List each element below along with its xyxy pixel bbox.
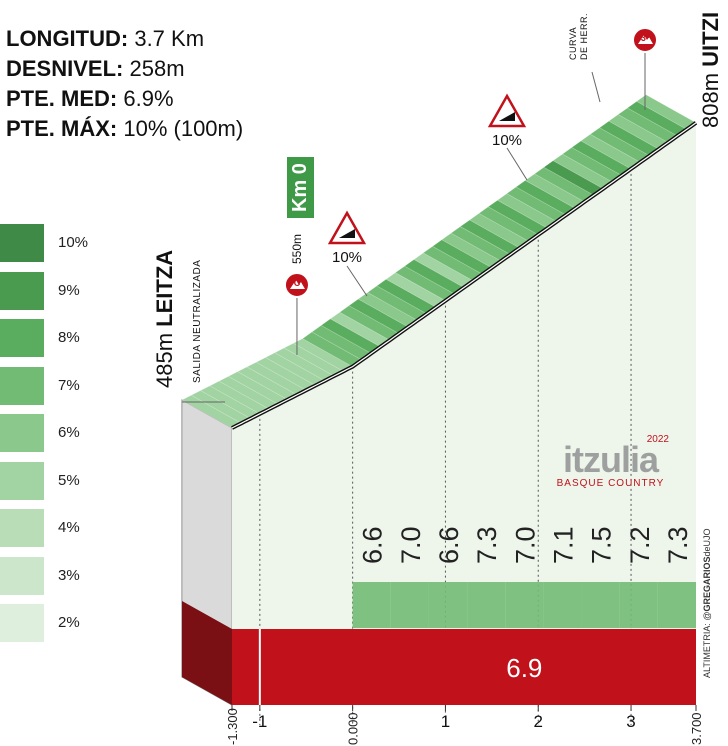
legend-swatch xyxy=(0,366,44,405)
brand-name: itzulia xyxy=(562,439,659,480)
section-band xyxy=(352,582,391,628)
side-walls xyxy=(181,399,233,706)
legend-item: 7% xyxy=(0,365,110,413)
legend-item: 10% xyxy=(0,222,110,270)
x-axis: -1.300 -1 0.000 1 2 3 3.700 xyxy=(225,705,704,745)
section-gradient-label: 7.3 xyxy=(472,526,502,564)
x-tick-label: -1 xyxy=(252,712,267,731)
section-gradient-label: 7.5 xyxy=(587,526,617,564)
ramp-max-2-label: 10% xyxy=(492,132,522,149)
legend-swatch xyxy=(0,414,44,452)
legend-swatch xyxy=(0,509,44,547)
section-band xyxy=(390,582,429,628)
brand-subtitle: BASQUE COUNTRY xyxy=(556,478,665,489)
x-tick-label: -1.300 xyxy=(225,708,240,745)
section-band xyxy=(657,582,696,628)
stat-max-gradient: PTE. MÁX: 10% (100m) xyxy=(6,116,244,141)
brand-logo: 2022 itzulia BASQUE COUNTRY xyxy=(548,428,673,489)
x-tick-label: 0.000 xyxy=(346,712,361,745)
km-gridlines xyxy=(259,168,632,725)
average-gradient-label: 6.9 xyxy=(506,653,542,683)
end-label: 808m UITZI xyxy=(698,12,724,128)
stat-length: LONGITUD: 3.7 Km xyxy=(6,26,205,51)
average-bar: 6.9 xyxy=(232,629,696,705)
stat-elevation: DESNIVEL: 258m xyxy=(6,56,185,81)
section-gradient-label: 6.6 xyxy=(434,526,464,564)
curve-pointer xyxy=(591,71,601,103)
ramp-max-2-ramp-icon xyxy=(499,112,515,121)
gradient-legend: 10% 9% 8% 7% 6% 5% 4% 3% 2% xyxy=(0,222,110,650)
start-town: LEITZA xyxy=(152,249,177,327)
x-tick-label: 3.700 xyxy=(689,712,704,745)
legend-item: 4% xyxy=(0,507,110,555)
start-category-pin-mountain-icon xyxy=(289,280,305,289)
legend-item: 6% xyxy=(0,412,110,460)
legend-swatch xyxy=(0,604,44,642)
ramp-max-1-ramp-icon xyxy=(339,229,355,238)
start-category-pin-cat-label: C xyxy=(294,278,301,288)
start-note: SALIDA NEUTRALIZADA xyxy=(192,259,203,383)
summit-category-pin-mountain-icon xyxy=(638,35,653,44)
section-bands xyxy=(352,582,696,628)
ramp-max-1-triangle xyxy=(327,210,367,245)
profile-fill xyxy=(232,122,696,706)
ramp-max-2-triangle xyxy=(487,93,527,128)
legend-item: 5% xyxy=(0,460,110,508)
legend-swatch xyxy=(0,461,44,500)
section-gradient-label: 7.0 xyxy=(396,526,426,564)
legend-swatch xyxy=(0,319,44,357)
road-center xyxy=(231,122,697,429)
x-tick-label: 2 xyxy=(534,712,543,731)
section-band xyxy=(428,582,468,628)
credit: ALTIMETRIA: @GREGARIOSdeUJO xyxy=(702,528,712,678)
section-gradient-label: 7.0 xyxy=(510,526,540,564)
ramp-max-2-pointer xyxy=(506,147,528,181)
end-altitude: 808m xyxy=(698,72,723,128)
section-band xyxy=(619,582,658,628)
start-altitude: 485m xyxy=(152,332,177,388)
legend-item: 9% xyxy=(0,270,110,318)
profile-area xyxy=(232,122,696,706)
section-gradient-labels: 6.6 7.0 6.6 7.3 7.0 7.1 7.5 7.2 7.3 xyxy=(358,526,693,564)
summit-category-pin-cat-label: 3ª xyxy=(641,33,650,43)
start-label: 485m LEITZA xyxy=(152,250,178,388)
legend-swatch xyxy=(0,556,44,595)
brand-year: 2022 xyxy=(646,434,669,445)
x-tick-label: 1 xyxy=(441,712,450,731)
section-band xyxy=(581,582,620,628)
section-gradient-label: 7.1 xyxy=(548,526,578,564)
curve-note: CURVA DE HERR. xyxy=(568,12,589,60)
km0-altitude: 550m xyxy=(290,233,304,264)
section-gradient-label: 7.3 xyxy=(663,526,693,564)
avg-wall xyxy=(182,601,232,705)
section-band xyxy=(467,582,506,628)
section-gradient-label: 7.2 xyxy=(625,526,655,564)
stats-block: LONGITUD: 3.7 Km DESNIVEL: 258m PTE. MED… xyxy=(6,24,243,144)
x-tick-label: 3 xyxy=(626,712,635,731)
legend-item: 2% xyxy=(0,602,110,650)
left-wall-shade xyxy=(182,400,232,645)
section-band xyxy=(543,582,582,628)
markers: C 3ª 10% 10% xyxy=(182,27,658,403)
average-bar-rect xyxy=(232,629,696,705)
gradient-ribbon xyxy=(181,94,698,430)
section-gradient-label: 6.6 xyxy=(358,526,388,564)
legend-swatch xyxy=(0,271,44,310)
end-town: UITZI xyxy=(698,11,723,67)
section-band xyxy=(505,582,544,628)
km0-box: Km 0 xyxy=(287,157,314,218)
stat-avg-gradient: PTE. MED: 6.9% xyxy=(6,86,174,111)
ramp-max-1-pointer xyxy=(346,265,368,297)
legend-item: 8% xyxy=(0,317,110,365)
legend-swatch xyxy=(0,224,44,262)
legend-item: 3% xyxy=(0,555,110,603)
ramp-max-1-label: 10% xyxy=(332,249,362,266)
